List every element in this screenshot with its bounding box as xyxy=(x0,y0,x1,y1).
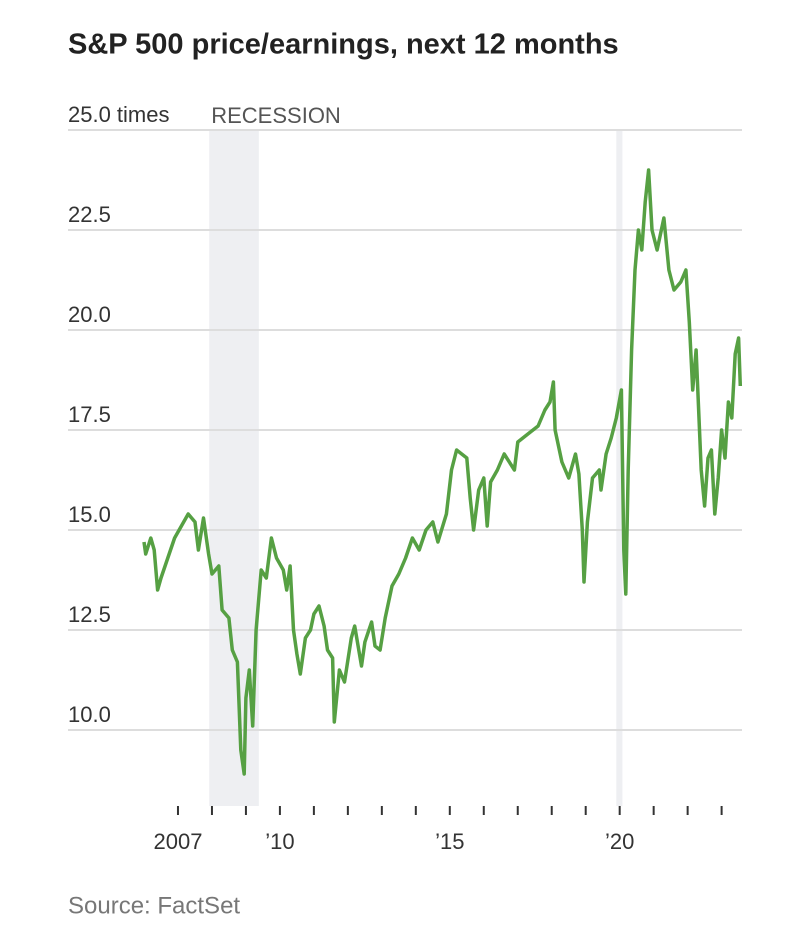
recession-band xyxy=(616,130,623,806)
y-tick-label: 15.0 xyxy=(68,502,111,527)
source: Source: FactSet xyxy=(68,892,240,919)
line xyxy=(142,168,743,776)
y-tick-label: 25.0 times xyxy=(68,102,170,127)
recession-label: RECESSION xyxy=(211,103,341,128)
y-tick-label: 22.5 xyxy=(68,202,111,227)
x-tick-label: ’20 xyxy=(605,829,634,854)
y-tick-label: 10.0 xyxy=(68,702,111,727)
x-tick-label: ’10 xyxy=(265,829,294,854)
x-tick-label: 2007 xyxy=(154,829,203,854)
y-tick-label: 20.0 xyxy=(68,302,111,327)
chart-title: S&P 500 price/earnings, next 12 months xyxy=(68,29,619,61)
x-tick-label: ’15 xyxy=(435,829,464,854)
y-tick-label: 12.5 xyxy=(68,602,111,627)
y-tick-label: 17.5 xyxy=(68,402,111,427)
